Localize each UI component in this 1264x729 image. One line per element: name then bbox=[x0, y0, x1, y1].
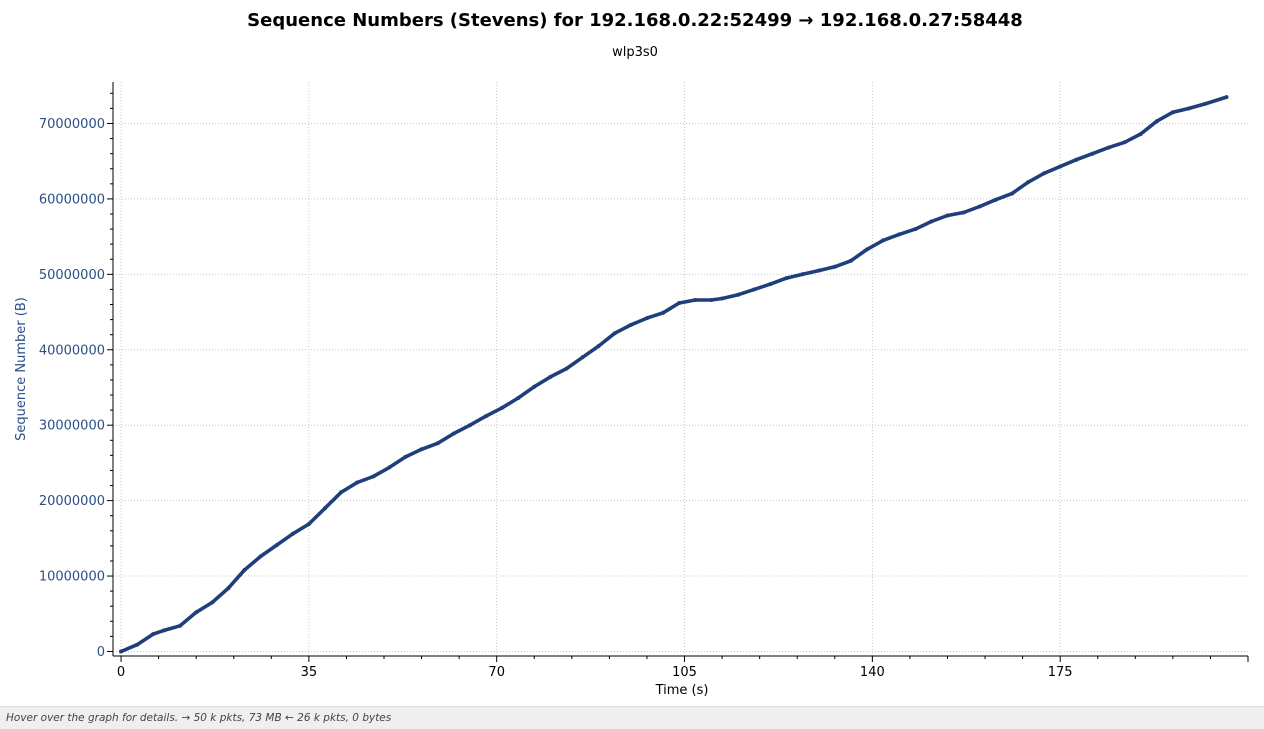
sequence-point bbox=[816, 268, 821, 273]
sequence-point bbox=[564, 366, 569, 371]
axes bbox=[107, 82, 1249, 662]
sequence-point bbox=[800, 272, 805, 277]
status-bar: Hover over the graph for details. → 50 k… bbox=[0, 706, 1264, 729]
sequence-point bbox=[993, 197, 998, 202]
x-tick-label: 105 bbox=[672, 665, 697, 680]
sequence-point bbox=[194, 610, 199, 615]
y-tick-label: 20000000 bbox=[39, 494, 105, 509]
y-tick-label: 30000000 bbox=[39, 419, 105, 434]
sequence-point bbox=[848, 258, 853, 263]
sequence-point bbox=[1042, 171, 1047, 176]
sequence-point bbox=[119, 649, 123, 654]
sequence-point bbox=[720, 296, 725, 301]
sequence-point bbox=[768, 282, 773, 287]
grid bbox=[113, 82, 1248, 656]
sequence-point bbox=[451, 431, 456, 436]
sequence-point bbox=[881, 238, 886, 243]
sequence-point bbox=[1090, 151, 1095, 156]
y-tick-label: 70000000 bbox=[39, 117, 105, 132]
sequence-point bbox=[736, 292, 741, 297]
sequence-point bbox=[1138, 132, 1143, 136]
sequence-point bbox=[1224, 95, 1229, 100]
sequence-point bbox=[371, 474, 376, 479]
y-tick-label: 10000000 bbox=[39, 570, 105, 585]
x-tick-label: 35 bbox=[301, 665, 318, 680]
sequence-point bbox=[897, 232, 902, 237]
sequence-point bbox=[784, 276, 789, 281]
sequence-point bbox=[1154, 119, 1159, 124]
sequence-point bbox=[274, 543, 279, 548]
chart-title: Sequence Numbers (Stevens) for 192.168.0… bbox=[247, 10, 1023, 31]
sequence-point bbox=[403, 454, 408, 459]
sequence-point bbox=[1122, 140, 1127, 145]
sequence-point bbox=[1009, 191, 1014, 196]
sequence-point bbox=[709, 298, 714, 302]
sequence-point bbox=[226, 586, 231, 591]
sequence-point bbox=[961, 210, 966, 215]
sequence-point bbox=[323, 506, 327, 511]
sequence-point bbox=[612, 331, 617, 336]
y-tick-label: 0 bbox=[97, 645, 105, 660]
sequence-point bbox=[596, 344, 601, 348]
tick-labels: 0 35 70 105 140 175 0 10000000 20000000 30000000 4… bbox=[39, 117, 1073, 680]
sequence-point bbox=[355, 480, 360, 485]
sequence-point bbox=[580, 355, 585, 360]
sequence-point bbox=[929, 219, 934, 224]
sequence-point bbox=[1203, 101, 1208, 106]
sequence-point bbox=[913, 227, 918, 232]
sequence-point bbox=[242, 568, 247, 572]
sequence-point bbox=[500, 405, 505, 410]
sequence-point bbox=[1026, 180, 1030, 185]
sequence-point bbox=[645, 316, 649, 321]
sequence-point bbox=[945, 213, 950, 218]
y-axis-label: Sequence Number (B) bbox=[14, 297, 29, 441]
status-text: Hover over the graph for details. → 50 k… bbox=[6, 712, 392, 724]
sequence-point bbox=[1058, 164, 1063, 169]
sequence-point bbox=[752, 287, 757, 292]
sequence-point bbox=[1187, 106, 1191, 111]
sequence-point bbox=[435, 441, 440, 446]
sequence-point bbox=[516, 396, 521, 400]
x-tick-label: 70 bbox=[488, 665, 505, 680]
sequence-point bbox=[151, 632, 156, 637]
sequence-point bbox=[258, 554, 263, 559]
sequence-point bbox=[306, 522, 311, 526]
sequence-point bbox=[178, 623, 183, 628]
y-tick-label: 40000000 bbox=[39, 343, 105, 358]
sequence-point bbox=[661, 310, 666, 315]
sequence-point bbox=[419, 447, 424, 452]
sequence-point bbox=[832, 264, 837, 269]
sequence-point bbox=[865, 247, 869, 252]
sequence-point bbox=[290, 531, 295, 536]
data-series bbox=[119, 95, 1229, 654]
sequence-point bbox=[387, 465, 392, 470]
chart-subtitle: wlp3s0 bbox=[612, 45, 658, 60]
x-tick-label: 0 bbox=[117, 665, 125, 680]
sequence-point bbox=[210, 600, 215, 605]
sequence-point bbox=[548, 374, 553, 379]
sequence-point bbox=[1170, 110, 1175, 115]
sequence-point bbox=[693, 298, 698, 302]
sequence-point bbox=[162, 628, 166, 633]
sequence-point bbox=[1106, 145, 1111, 150]
sequence-plot[interactable]: 0 35 70 105 140 175 0 10000000 20000000 30000000 4… bbox=[0, 0, 1264, 706]
sequence-point bbox=[532, 384, 537, 389]
sequence-point bbox=[467, 423, 472, 428]
sequence-point bbox=[1074, 157, 1079, 162]
sequence-series-line bbox=[119, 95, 1229, 654]
sequence-point bbox=[135, 642, 140, 647]
x-axis-label: Time (s) bbox=[655, 683, 709, 698]
y-tick-label: 50000000 bbox=[39, 268, 105, 283]
x-tick-label: 175 bbox=[1048, 665, 1073, 680]
x-tick-label: 140 bbox=[860, 665, 885, 680]
y-tick-label: 60000000 bbox=[39, 192, 105, 207]
sequence-point bbox=[977, 204, 982, 209]
sequence-point bbox=[628, 322, 633, 327]
sequence-point bbox=[484, 414, 488, 419]
sequence-point bbox=[339, 490, 344, 495]
sequence-point bbox=[677, 301, 682, 305]
